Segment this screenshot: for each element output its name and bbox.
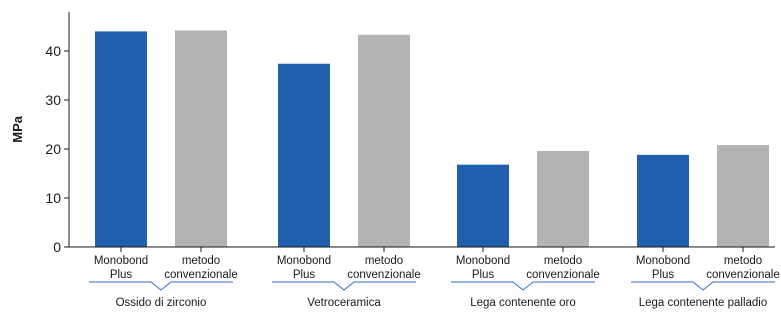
category-label: Monobond Plus bbox=[456, 255, 510, 281]
group-bracket bbox=[272, 281, 416, 291]
y-axis: 0 10 20 30 40 bbox=[45, 12, 70, 255]
x-axis bbox=[69, 246, 775, 252]
group-label: Lega contenente palladio bbox=[639, 297, 768, 309]
group-bracket bbox=[451, 281, 595, 291]
category-label: metodo convenzionale bbox=[526, 255, 600, 281]
y-tick-label: 40 bbox=[45, 43, 61, 59]
category-label: Monobond Plus bbox=[636, 255, 690, 281]
group-label: Vetroceramica bbox=[307, 297, 381, 309]
category-label: Monobond Plus bbox=[94, 255, 148, 281]
y-tick-label: 10 bbox=[45, 190, 61, 206]
y-tick-label: 0 bbox=[53, 239, 61, 255]
group-label: Lega contenente oro bbox=[470, 297, 576, 309]
y-tick-label: 20 bbox=[45, 141, 61, 157]
bar-monobond-plus bbox=[278, 63, 330, 247]
category-label: Monobond Plus bbox=[277, 255, 331, 281]
group-label: Ossido di zirconio bbox=[116, 297, 207, 309]
bar-metodo-convenzionale bbox=[175, 30, 227, 248]
category-label: metodo convenzionale bbox=[347, 255, 421, 281]
category-labels: Monobond Plus metodo convenzionale Monobond P… bbox=[94, 255, 780, 281]
category-label: metodo convenzionale bbox=[706, 255, 780, 281]
bar-metodo-convenzionale bbox=[358, 34, 410, 247]
bar-metodo-convenzionale bbox=[537, 150, 589, 247]
y-axis-label: MPa bbox=[10, 115, 25, 143]
bar-metodo-convenzionale bbox=[717, 145, 769, 247]
y-tick-label: 30 bbox=[45, 92, 61, 108]
group-brackets: Ossido di zirconio Vetroceramica Lega cont… bbox=[89, 281, 775, 309]
group-bracket bbox=[631, 281, 775, 291]
group-bracket bbox=[89, 281, 233, 291]
bars bbox=[95, 30, 769, 248]
bar-monobond-plus bbox=[457, 164, 509, 247]
bar-monobond-plus bbox=[637, 154, 689, 247]
category-label: metodo convenzionale bbox=[164, 255, 238, 281]
bar-monobond-plus bbox=[95, 31, 147, 248]
